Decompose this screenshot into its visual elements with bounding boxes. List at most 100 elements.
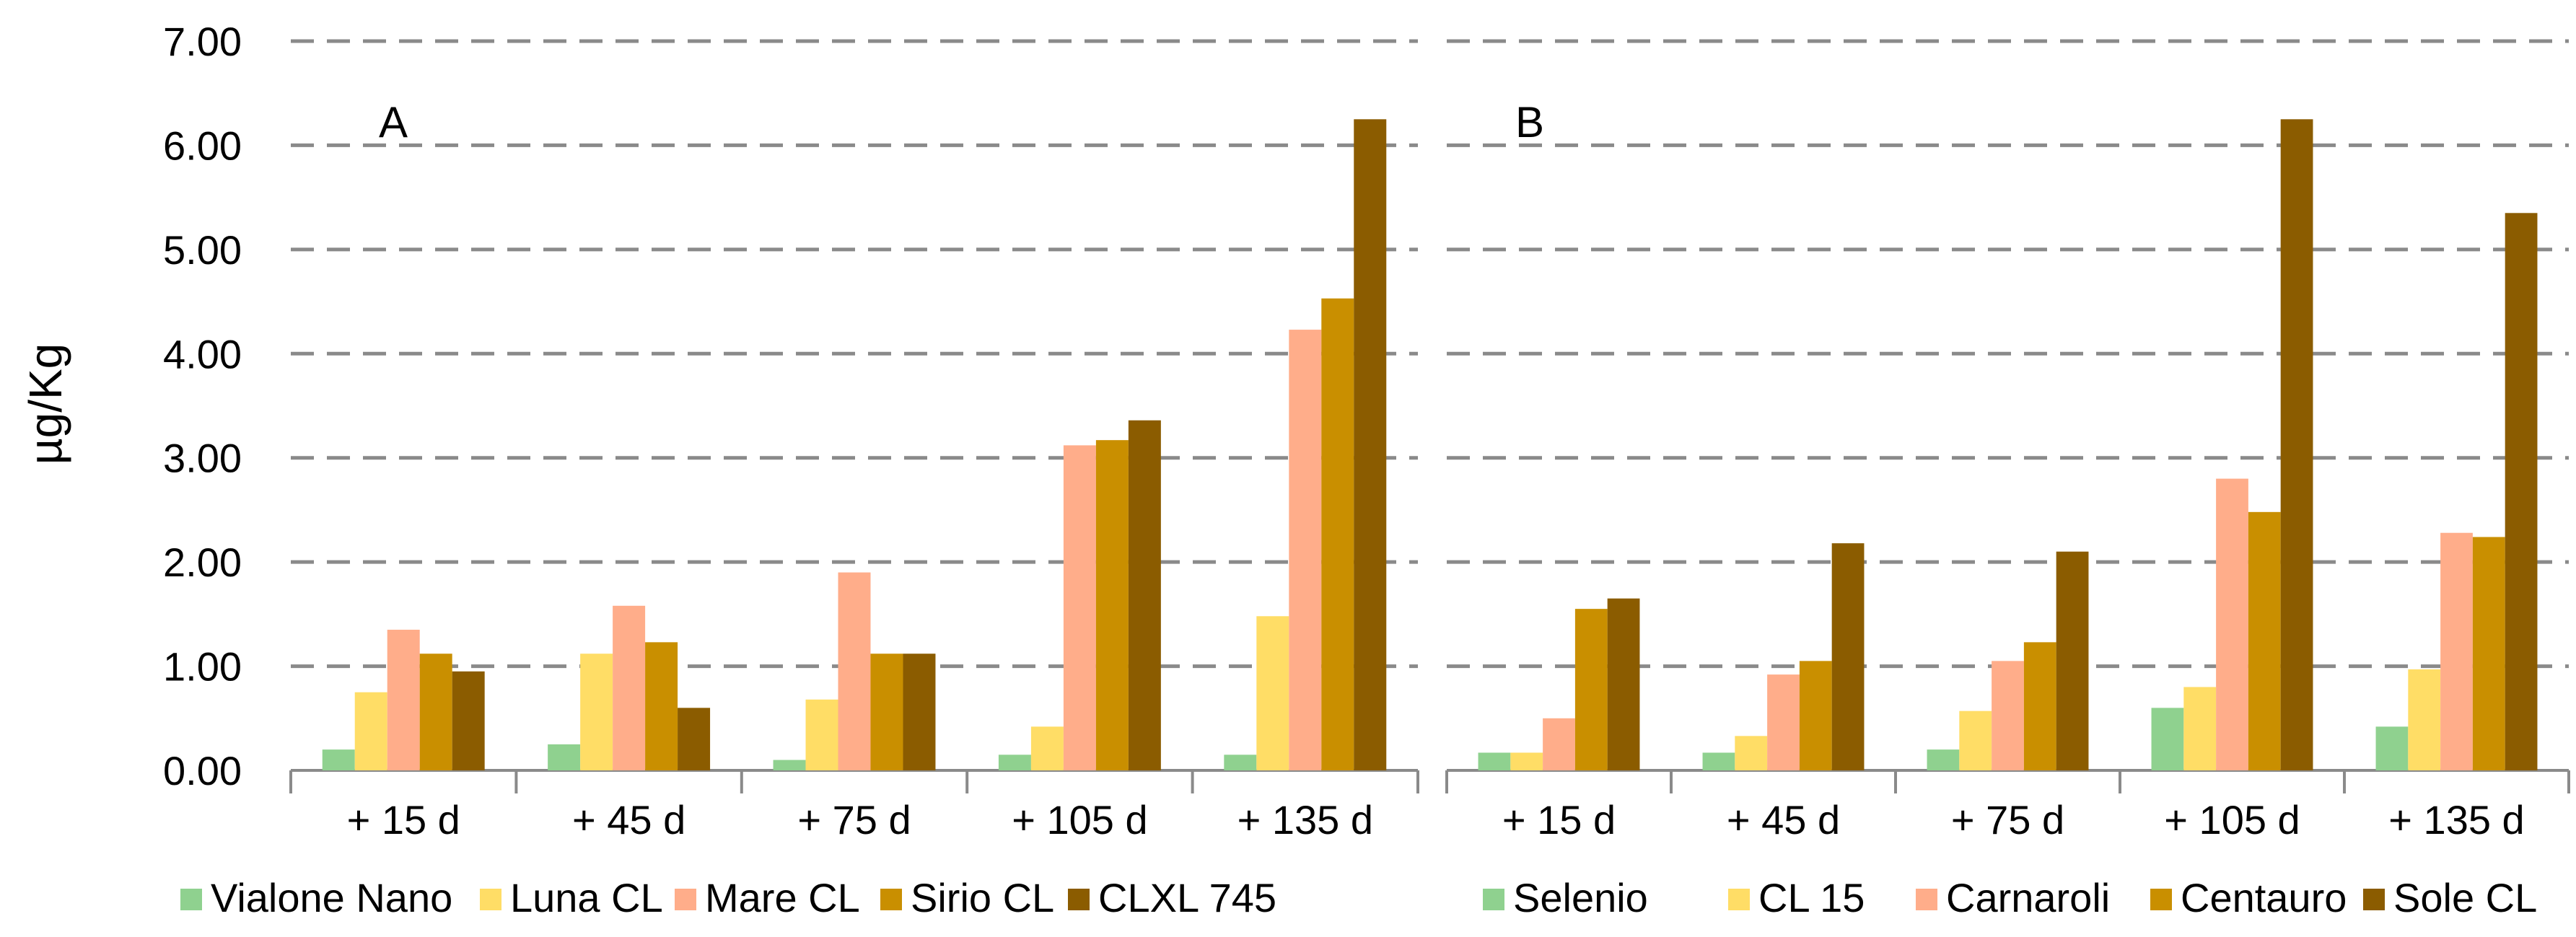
legend-label: Mare CL bbox=[705, 875, 860, 920]
bar-a-clxl-745-2 bbox=[678, 708, 711, 770]
x-tick-label: + 135 d bbox=[1237, 797, 1373, 843]
bar-a-mare-cl-3 bbox=[838, 572, 871, 770]
bar-b-sole-cl-4 bbox=[2280, 119, 2313, 771]
bar-b-selenio-2 bbox=[1702, 752, 1735, 770]
legend-swatch bbox=[1068, 889, 1090, 910]
bar-b-centauro-4 bbox=[2248, 511, 2281, 770]
legend-label: Carnaroli bbox=[1946, 875, 2110, 920]
legend: Selenio CL 15 Carnaroli Centauro Sole CL bbox=[1483, 875, 2537, 920]
legend-label: Vialone Nano bbox=[211, 875, 452, 920]
legend-swatch bbox=[2150, 889, 2172, 910]
bar-a-mare-cl-2 bbox=[613, 605, 646, 770]
x-tick-label: + 75 d bbox=[797, 797, 911, 843]
legend-swatch bbox=[480, 889, 501, 910]
bar-b-selenio-4 bbox=[2151, 708, 2184, 770]
bar-b-sole-cl-3 bbox=[2056, 551, 2089, 770]
x-tick-label: + 45 d bbox=[572, 797, 685, 843]
bar-b-cl-15-1 bbox=[1510, 752, 1543, 770]
legend-swatch bbox=[880, 889, 902, 910]
x-tick-label: + 15 d bbox=[347, 797, 460, 843]
bar-b-cl-15-2 bbox=[1735, 736, 1768, 770]
bar-a-luna-cl-2 bbox=[580, 654, 613, 770]
bar-a-sirio-cl-1 bbox=[419, 654, 452, 770]
bar-b-selenio-1 bbox=[1478, 752, 1511, 770]
bar-b-selenio-5 bbox=[2375, 726, 2409, 770]
y-axis-ticks: 0.00 1.00 2.00 3.00 4.00 5.00 6.00 7.00 bbox=[163, 19, 242, 793]
panel-label: A bbox=[379, 98, 408, 146]
bar-b-selenio-3 bbox=[1927, 749, 1960, 770]
bar-b-centauro-3 bbox=[2023, 642, 2056, 770]
legend-label: CL 15 bbox=[1758, 875, 1865, 920]
legend-swatch bbox=[1483, 889, 1504, 910]
bar-a-mare-cl-1 bbox=[387, 630, 420, 770]
x-tick-label: + 135 d bbox=[2388, 797, 2524, 843]
bar-b-carnaroli-1 bbox=[1543, 718, 1575, 770]
bar-a-luna-cl-4 bbox=[1030, 726, 1064, 770]
bar-b-centauro-1 bbox=[1574, 609, 1608, 770]
chart-panel-b: + 15 d + 45 d + 75 d + 105 d + 135 d B Selenio… bbox=[1445, 39, 2570, 920]
legend-label: Selenio bbox=[1513, 875, 1648, 920]
x-tick-label: + 45 d bbox=[1727, 797, 1840, 843]
bar-a-sirio-cl-5 bbox=[1321, 298, 1354, 770]
bar-a-sirio-cl-2 bbox=[645, 642, 678, 770]
x-tick-label: + 105 d bbox=[2164, 797, 2300, 843]
y-tick-label: 3.00 bbox=[163, 436, 242, 481]
bar-a-luna-cl-3 bbox=[805, 699, 838, 770]
panel-label: B bbox=[1515, 98, 1544, 146]
legend-swatch bbox=[675, 889, 696, 910]
bar-a-vialone-nano-3 bbox=[773, 760, 806, 770]
bar-a-luna-cl-1 bbox=[354, 692, 387, 770]
bar-b-carnaroli-2 bbox=[1767, 674, 1800, 770]
legend: Vialone Nano Luna CL Mare CL Sirio CL CLXL 7… bbox=[180, 875, 1276, 920]
legend-label: CLXL 745 bbox=[1098, 875, 1276, 920]
bar-a-mare-cl-5 bbox=[1289, 330, 1322, 770]
y-axis-label-group: µg/Kg bbox=[19, 343, 71, 465]
bar-b-carnaroli-4 bbox=[2216, 478, 2248, 770]
bar-a-mare-cl-4 bbox=[1063, 445, 1096, 770]
bar-a-sirio-cl-3 bbox=[870, 654, 903, 770]
bar-a-vialone-nano-2 bbox=[548, 744, 581, 770]
bar-a-clxl-745-3 bbox=[903, 654, 936, 770]
bar-a-clxl-745-4 bbox=[1128, 420, 1161, 770]
bar-a-clxl-745-5 bbox=[1354, 119, 1387, 771]
bar-b-cl-15-4 bbox=[2183, 687, 2217, 770]
legend-label: Sirio CL bbox=[911, 875, 1054, 920]
bar-a-vialone-nano-5 bbox=[1224, 755, 1257, 770]
bar-a-vialone-nano-1 bbox=[322, 749, 355, 770]
legend-label: Sole CL bbox=[2393, 875, 2537, 920]
y-tick-label: 1.00 bbox=[163, 644, 242, 690]
bar-a-clxl-745-1 bbox=[452, 671, 485, 770]
y-tick-label: 0.00 bbox=[163, 748, 242, 793]
bar-b-carnaroli-5 bbox=[2440, 532, 2473, 770]
x-tick-label: + 105 d bbox=[1012, 797, 1147, 843]
bar-a-vialone-nano-4 bbox=[998, 755, 1031, 770]
legend-swatch bbox=[180, 889, 202, 910]
bar-b-sole-cl-2 bbox=[1831, 543, 1865, 770]
bar-b-centauro-2 bbox=[1799, 661, 1832, 770]
y-tick-label: 4.00 bbox=[163, 331, 242, 377]
legend-swatch bbox=[2363, 889, 2385, 910]
bar-a-sirio-cl-4 bbox=[1095, 440, 1129, 770]
bar-b-carnaroli-3 bbox=[1992, 661, 2024, 770]
bar-b-sole-cl-5 bbox=[2505, 213, 2538, 770]
x-tick-label: + 15 d bbox=[1502, 797, 1616, 843]
chart-panel-a: + 15 d + 45 d + 75 d + 105 d + 135 d A Vialone… bbox=[180, 39, 1419, 920]
y-tick-label: 2.00 bbox=[163, 540, 242, 585]
y-tick-label: 7.00 bbox=[163, 19, 242, 64]
y-tick-label: 5.00 bbox=[163, 227, 242, 273]
y-tick-label: 6.00 bbox=[163, 123, 242, 168]
bar-a-luna-cl-5 bbox=[1256, 616, 1289, 770]
legend-swatch bbox=[1916, 889, 1937, 910]
legend-label: Centauro bbox=[2181, 875, 2347, 920]
bar-b-sole-cl-1 bbox=[1607, 598, 1640, 770]
chart-panels: + 15 d + 45 d + 75 d + 105 d + 135 d A Vialone… bbox=[180, 39, 2570, 920]
y-axis-label: µg/Kg bbox=[19, 343, 71, 465]
bar-b-cl-15-3 bbox=[1959, 711, 1992, 770]
legend-label: Luna CL bbox=[510, 875, 663, 920]
bar-b-centauro-5 bbox=[2472, 537, 2505, 770]
bar-b-cl-15-5 bbox=[2408, 669, 2441, 770]
x-tick-label: + 75 d bbox=[1951, 797, 2064, 843]
legend-swatch bbox=[1728, 889, 1750, 910]
